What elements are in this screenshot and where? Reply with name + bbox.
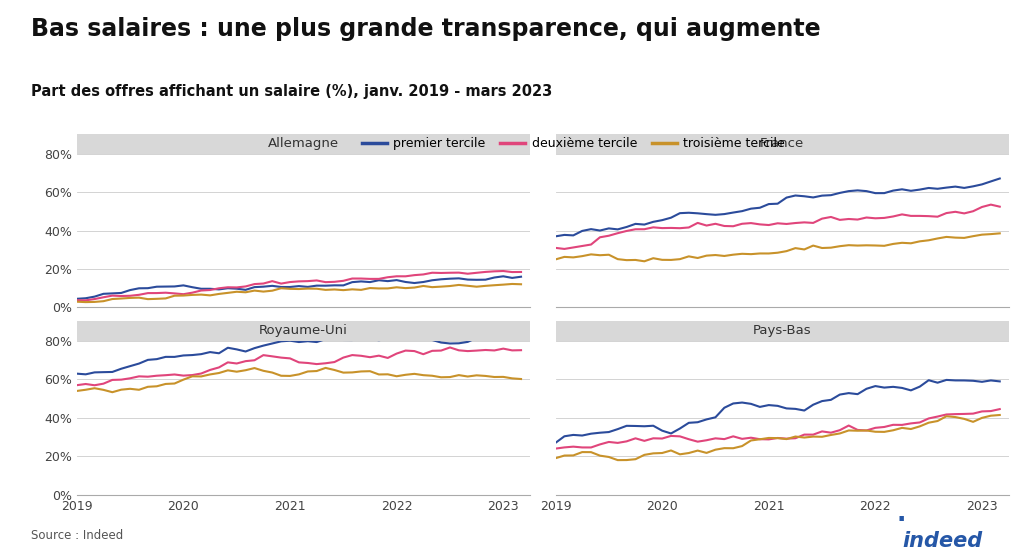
Text: ·: · — [897, 508, 906, 532]
Text: Royaume-Uni: Royaume-Uni — [259, 324, 348, 338]
Legend: premier tercile, deuxième tercile, troisième tercile: premier tercile, deuxième tercile, trois… — [357, 132, 790, 155]
Text: Pays-Bas: Pays-Bas — [753, 324, 811, 338]
Text: indeed: indeed — [903, 530, 983, 551]
Text: Part des offres affichant un salaire (%), janv. 2019 - mars 2023: Part des offres affichant un salaire (%)… — [31, 84, 552, 99]
FancyBboxPatch shape — [555, 321, 1009, 341]
FancyBboxPatch shape — [555, 134, 1009, 154]
FancyBboxPatch shape — [77, 134, 530, 154]
Text: France: France — [760, 137, 804, 150]
FancyBboxPatch shape — [77, 321, 530, 341]
Text: Bas salaires : une plus grande transparence, qui augmente: Bas salaires : une plus grande transpare… — [31, 17, 820, 41]
Text: Source : Indeed: Source : Indeed — [31, 529, 123, 542]
Text: Allemagne: Allemagne — [268, 137, 339, 150]
